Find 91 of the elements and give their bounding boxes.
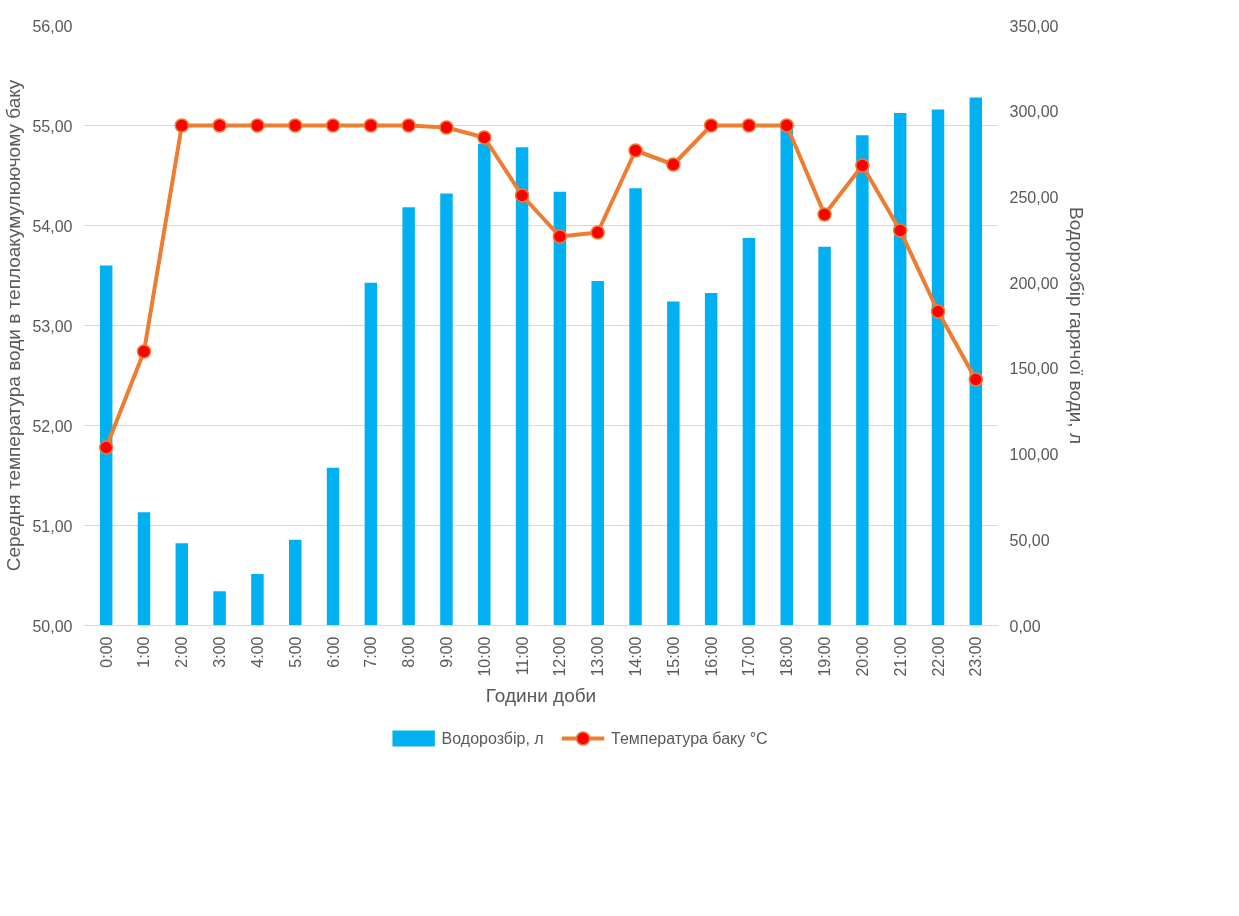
bar — [515, 147, 529, 626]
x-tick-label: 15:00 — [664, 636, 682, 677]
x-tick-label: 18:00 — [778, 636, 796, 677]
x-tick-label: 3:00 — [211, 636, 229, 668]
point — [250, 118, 265, 133]
point — [401, 118, 416, 133]
y-tick-label: 51,00 — [32, 517, 73, 535]
x-tick-label: 20:00 — [853, 636, 871, 677]
y2-tick-label: 350,00 — [1009, 17, 1059, 35]
point — [590, 225, 605, 240]
x-tick-label: 11:00 — [513, 636, 531, 676]
x-tick-label: 8:00 — [400, 636, 418, 668]
bar — [364, 282, 378, 626]
point — [174, 118, 190, 133]
legend-label: Температура баку °C — [611, 730, 768, 747]
bar — [213, 591, 226, 626]
bar — [818, 246, 831, 626]
point — [628, 143, 643, 158]
bar — [137, 512, 151, 626]
point — [666, 157, 681, 172]
y2-tick-label: 50,00 — [1009, 531, 1050, 549]
y-tick-label: 56,00 — [32, 17, 73, 35]
x-tick-label: 5:00 — [286, 636, 304, 668]
bar — [440, 193, 453, 626]
point — [552, 229, 568, 244]
bar — [629, 188, 642, 626]
y2-tick-label: 250,00 — [1009, 188, 1059, 206]
x-tick-label: 2:00 — [173, 636, 191, 668]
x-tick-label: 19:00 — [816, 636, 834, 677]
y2-tick-label: 0,00 — [1009, 617, 1041, 635]
y-tick-label: 53,00 — [32, 317, 73, 335]
point — [817, 207, 832, 222]
x-tick-label: 23:00 — [967, 636, 985, 677]
x-tick-label: 1:00 — [135, 636, 153, 668]
point — [136, 344, 152, 359]
bar — [893, 112, 907, 626]
y-tick-label: 52,00 — [32, 417, 73, 435]
x-tick-label: 6:00 — [324, 636, 342, 668]
x-tick-label: 21:00 — [891, 636, 909, 677]
point — [212, 118, 227, 133]
x-tick-label: 10:00 — [475, 636, 493, 677]
bar — [326, 467, 340, 626]
point — [930, 304, 946, 319]
x-tick-label: 22:00 — [929, 636, 947, 677]
x-tick-label: 17:00 — [740, 636, 758, 677]
point — [855, 158, 870, 173]
bar — [704, 292, 718, 626]
point — [477, 130, 492, 145]
y2-tick-label: 300,00 — [1009, 103, 1059, 121]
y2-tick-label: 200,00 — [1009, 274, 1059, 292]
point — [325, 118, 341, 133]
bar — [591, 280, 604, 626]
y-axis-title: Середня температура води в теплоакумулюючому баку — [3, 79, 25, 572]
point — [968, 372, 984, 387]
x-tick-label: 0:00 — [97, 636, 115, 668]
x-tick-label: 7:00 — [362, 636, 380, 668]
y-tick-label: 54,00 — [32, 217, 73, 235]
y2-tick-label: 100,00 — [1009, 446, 1059, 464]
point — [439, 120, 454, 135]
point — [514, 188, 530, 203]
point — [363, 118, 379, 133]
bar — [289, 539, 302, 626]
point — [703, 118, 719, 133]
bar — [402, 207, 415, 626]
y-tick-label: 55,00 — [32, 117, 73, 135]
bar — [856, 135, 869, 626]
x-tick-label: 9:00 — [437, 636, 455, 668]
bar — [175, 543, 189, 626]
bar — [931, 109, 945, 626]
x-tick-label: 12:00 — [551, 636, 569, 677]
bar — [742, 238, 756, 626]
point — [98, 440, 114, 455]
point — [741, 118, 757, 133]
point — [779, 118, 795, 133]
x-axis-title: Години доби — [485, 684, 597, 706]
point — [892, 223, 908, 238]
y-tick-label: 50,00 — [32, 617, 73, 635]
x-tick-label: 13:00 — [589, 636, 607, 677]
y2-tick-label: 150,00 — [1009, 360, 1059, 378]
x-tick-label: 4:00 — [248, 636, 266, 668]
legend-label: Водорозбір, л — [441, 730, 544, 747]
point — [287, 118, 303, 133]
x-tick-label: 14:00 — [627, 636, 645, 677]
bar — [478, 143, 491, 626]
bar — [969, 97, 983, 626]
x-tick-label: 16:00 — [702, 636, 720, 677]
bar — [553, 191, 567, 626]
bar — [99, 265, 113, 626]
y2-axis-title: Водорозбір гарячої води, л — [1066, 207, 1088, 444]
bar — [667, 301, 680, 626]
bar — [251, 574, 264, 626]
